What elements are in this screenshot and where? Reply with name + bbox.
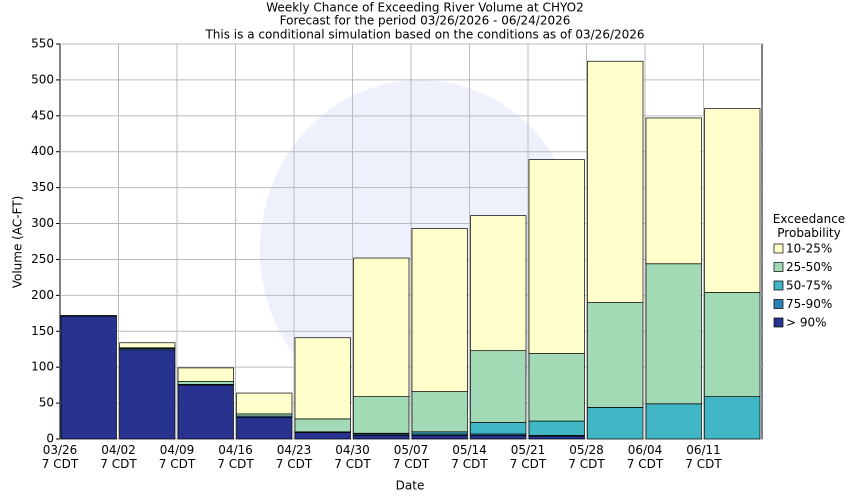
y-tick-label: 300 (31, 216, 54, 230)
chart-title: Weekly Chance of Exceeding River Volume … (266, 1, 583, 15)
bar-segment (294, 418, 351, 433)
bar-segment (587, 60, 644, 303)
bar-segment (470, 350, 527, 423)
legend-swatch (773, 280, 784, 291)
y-tick-label: 0 (46, 432, 54, 446)
bar-segment (587, 407, 644, 440)
legend-label: 25-50% (786, 260, 832, 274)
bar-segment (119, 342, 176, 349)
legend-swatch (773, 262, 784, 272)
x-tick-label: 05/07 7 CDT (392, 443, 430, 471)
bar-segment (587, 302, 644, 408)
y-tick-label: 550 (31, 37, 54, 51)
bar-segment (60, 315, 117, 317)
bar-segment (645, 117, 702, 265)
bar-segment (528, 420, 585, 436)
y-axis-label: Volume (AC-FT) (11, 196, 25, 289)
y-tick-label: 250 (31, 252, 54, 266)
x-tick-label: 04/09 7 CDT (158, 443, 196, 471)
legend-label: 10-25% (786, 242, 832, 256)
bar-segment (411, 435, 468, 440)
x-tick-label: 04/16 7 CDT (217, 443, 254, 471)
bar-segment (177, 367, 234, 382)
bar-segment (353, 435, 410, 440)
x-tick-label: 04/23 7 CDT (275, 443, 313, 471)
x-tick-label: 05/21 7 CDT (509, 443, 547, 471)
legend-title: Exceedance Probability (772, 212, 846, 240)
bar-segment (177, 384, 234, 440)
bar-segment (470, 215, 527, 352)
x-tick-label: 03/26 7 CDT (41, 443, 79, 471)
bar-segment (528, 159, 585, 354)
x-tick-label: 05/14 7 CDT (451, 443, 488, 471)
y-tick-label: 100 (31, 360, 54, 374)
x-tick-label: 06/11 7 CDT (685, 443, 722, 471)
bar-segment (60, 315, 117, 440)
y-tick-label: 500 (31, 72, 54, 86)
legend-swatch (773, 317, 784, 328)
bar-segment (704, 396, 761, 440)
bar-segment (177, 381, 234, 385)
bar-segment (704, 108, 761, 293)
chart-note: This is a conditional simulation based o… (204, 28, 644, 42)
y-tick-label: 150 (31, 324, 54, 338)
bar-segment (411, 228, 468, 392)
legend-label: 50-75% (786, 279, 832, 293)
bar-segment (294, 337, 351, 420)
x-tick-label: 04/30 7 CDT (334, 443, 371, 471)
chart-subtitle: Forecast for the period 03/26/2026 - 06/… (280, 14, 571, 28)
bar-segment (645, 403, 702, 440)
legend-label: 75-90% (786, 297, 832, 311)
legend-swatch (773, 299, 784, 309)
x-tick-label: 05/28 7 CDT (568, 443, 605, 471)
bar-segment (353, 396, 410, 434)
bar-segment (528, 353, 585, 422)
bar-segment (470, 435, 527, 440)
y-tick-label: 50 (39, 396, 54, 410)
bar-segment (236, 392, 293, 415)
x-tick-label: 04/02 7 CDT (100, 443, 137, 471)
bar-segment (528, 435, 585, 440)
bar-segment (353, 257, 410, 397)
x-axis-label: Date (396, 479, 425, 493)
bar-segment (119, 349, 176, 440)
y-tick-label: 200 (31, 288, 54, 302)
y-tick-label: 400 (31, 144, 54, 158)
x-tick-label: 06/04 7 CDT (626, 443, 664, 471)
bar-segment (236, 417, 293, 440)
bar-segment (704, 292, 761, 397)
y-tick-label: 350 (31, 180, 54, 194)
bar-segment (470, 422, 527, 435)
bar-segment (294, 432, 351, 440)
y-tick-label: 450 (31, 108, 54, 122)
legend-label: > 90% (786, 316, 827, 330)
bar-segment (411, 391, 468, 433)
legend-swatch (773, 243, 784, 254)
bar-segment (645, 263, 702, 405)
